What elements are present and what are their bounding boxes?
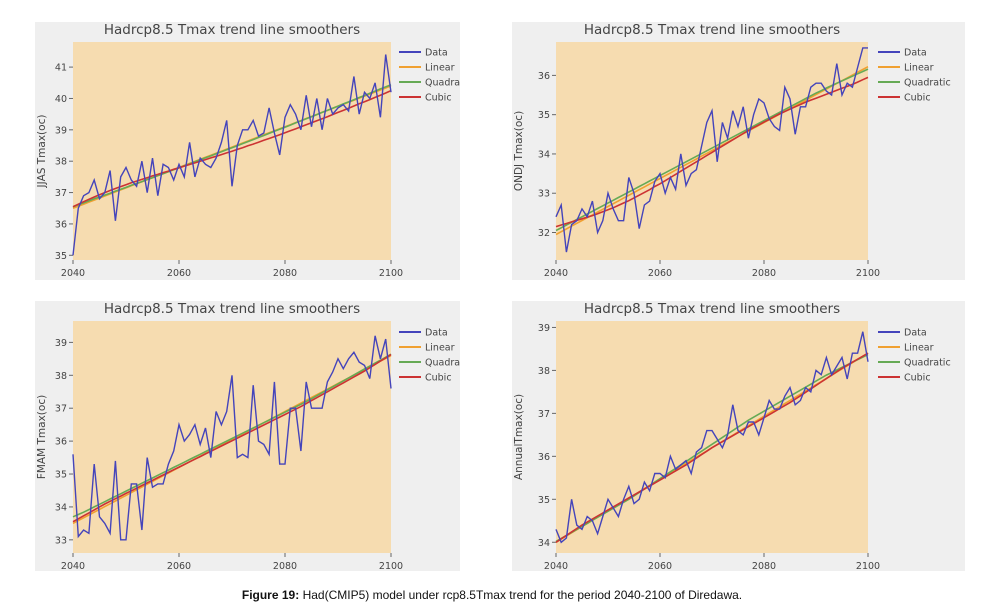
x-tick-label: 2100 <box>379 268 403 279</box>
x-tick-label: 2100 <box>856 561 880 571</box>
x-tick-label: 2080 <box>273 561 297 571</box>
y-tick-label: 36 <box>538 71 550 82</box>
y-tick-label: 35 <box>538 495 550 506</box>
y-tick-label: 40 <box>55 94 67 105</box>
series-line-cubic <box>72 89 392 208</box>
series-line-quadratic <box>555 353 869 543</box>
y-tick-label: 34 <box>538 149 550 160</box>
plot-area <box>73 321 391 553</box>
legend-label-data: Data <box>425 328 448 339</box>
y-tick-label: 36 <box>55 219 67 230</box>
figure-caption: Figure 19: Had(CMIP5) model under rcp8.5… <box>0 588 984 602</box>
y-tick-label: 38 <box>55 371 67 382</box>
y-tick-label: 38 <box>55 157 67 168</box>
legend-label-quadratic: Quadratic <box>425 358 460 369</box>
chart-title: Hadrcp8.5 Tmax trend line smoothers <box>104 301 360 317</box>
y-tick-label: 35 <box>55 470 67 481</box>
x-tick-label: 2040 <box>544 268 568 279</box>
legend-label-linear: Linear <box>904 343 934 354</box>
y-axis-label: FMAM Tmax(oc) <box>36 395 48 479</box>
y-tick-label: 33 <box>538 189 550 200</box>
chart-title: Hadrcp8.5 Tmax trend line smoothers <box>584 301 840 317</box>
x-tick-label: 2100 <box>379 561 403 571</box>
x-tick-label: 2060 <box>167 561 191 571</box>
y-tick-label: 37 <box>55 188 67 199</box>
y-tick-label: 32 <box>538 228 550 239</box>
y-tick-label: 35 <box>538 110 550 121</box>
x-tick-label: 2040 <box>544 561 568 571</box>
x-tick-label: 2080 <box>752 268 776 279</box>
y-tick-label: 38 <box>538 366 550 377</box>
series-line-data <box>72 335 392 541</box>
y-tick-label: 34 <box>538 538 550 549</box>
caption-label: Figure 19: <box>241 588 300 602</box>
series-line-cubic <box>555 76 869 228</box>
series-line-data <box>555 331 869 544</box>
chart-title: Hadrcp8.5 Tmax trend line smoothers <box>584 22 840 38</box>
y-tick-label: 34 <box>55 502 67 513</box>
y-tick-label: 37 <box>55 404 67 415</box>
chart-title: Hadrcp8.5 Tmax trend line smoothers <box>104 22 360 38</box>
y-tick-label: 37 <box>538 409 550 420</box>
y-tick-label: 36 <box>55 437 67 448</box>
chart-panel-fmam: Hadrcp8.5 Tmax trend line smoothers 33 34 3… <box>35 301 460 571</box>
legend-label-cubic: Cubic <box>425 93 452 104</box>
legend-label-linear: Linear <box>904 63 934 74</box>
x-tick-label: 2080 <box>273 268 297 279</box>
y-tick-label: 39 <box>55 125 67 136</box>
series-line-quadratic <box>555 68 869 232</box>
series-line-cubic <box>555 352 869 543</box>
legend-label-cubic: Cubic <box>904 93 931 104</box>
x-tick-label: 2040 <box>61 561 85 571</box>
series-line-data <box>72 54 392 256</box>
series-line-cubic <box>72 353 392 523</box>
legend-label-linear: Linear <box>425 63 455 74</box>
chart-panel-ondj: Hadrcp8.5 Tmax trend line smoothers 32 33 3… <box>512 22 965 280</box>
legend-label-quadratic: Quadratic <box>904 358 951 369</box>
legend-label-cubic: Cubic <box>425 373 452 384</box>
legend-label-cubic: Cubic <box>904 373 931 384</box>
y-axis-label: JJAS Tmax(oc) <box>36 115 48 189</box>
y-axis-label: ONDJ Tmax(oc) <box>513 111 525 191</box>
x-tick-label: 2040 <box>61 268 85 279</box>
x-tick-label: 2060 <box>648 561 672 571</box>
y-tick-label: 33 <box>55 535 67 546</box>
legend-label-data: Data <box>904 48 927 59</box>
plot-area <box>556 321 868 553</box>
y-tick-label: 39 <box>538 323 550 334</box>
series-line-data <box>555 47 868 253</box>
y-tick-label: 35 <box>55 251 67 262</box>
legend-label-quadratic: Quadratic <box>425 78 460 89</box>
y-tick-label: 39 <box>55 338 67 349</box>
series-line-linear <box>555 65 869 236</box>
y-axis-label: AnnualTmax(oc) <box>513 394 525 480</box>
chart-fmam: Hadrcp8.5 Tmax trend line smoothers 33 34 3… <box>36 301 460 571</box>
series-line-quadratic <box>72 353 392 518</box>
y-tick-label: 36 <box>538 452 550 463</box>
chart-panel-jjas: Hadrcp8.5 Tmax trend line smoothers 35 36 3… <box>35 22 460 280</box>
series-line-quadratic <box>72 83 392 208</box>
caption-text: Had(CMIP5) model under rcp8.5Tmax trend … <box>302 588 743 602</box>
y-tick-label: 41 <box>55 63 67 74</box>
chart-panel-annual: Hadrcp8.5 Tmax trend line smoothers 34 35 3… <box>512 301 965 571</box>
x-tick-label: 2100 <box>856 268 880 279</box>
legend-label-quadratic: Quadratic <box>904 78 951 89</box>
chart-annual: Hadrcp8.5 Tmax trend line smoothers 34 35 3… <box>513 301 951 571</box>
x-tick-label: 2060 <box>648 268 672 279</box>
x-tick-label: 2060 <box>167 268 191 279</box>
legend-label-data: Data <box>904 328 927 339</box>
legend-label-linear: Linear <box>425 343 455 354</box>
chart-jjas: Hadrcp8.5 Tmax trend line smoothers 35 36 3… <box>36 22 460 279</box>
chart-ondj: Hadrcp8.5 Tmax trend line smoothers 32 33 3… <box>513 22 951 279</box>
legend-label-data: Data <box>425 48 448 59</box>
x-tick-label: 2080 <box>752 561 776 571</box>
